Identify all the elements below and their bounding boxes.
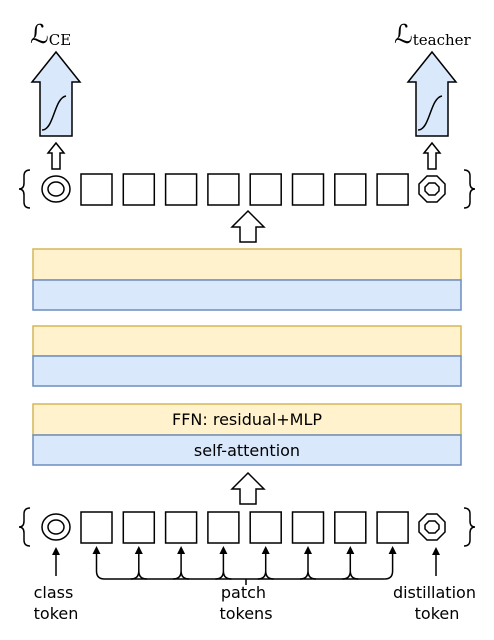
ffn-layer bbox=[32, 403, 462, 436]
softmax-head-left bbox=[30, 50, 82, 137]
patch-arrow-branch bbox=[130, 551, 147, 580]
patch-token bbox=[80, 511, 113, 544]
patch-arrow-branch bbox=[299, 551, 317, 580]
patch-token bbox=[207, 173, 240, 206]
class-token-input bbox=[41, 513, 71, 541]
patch-arrow-head bbox=[92, 546, 101, 554]
patch-token bbox=[164, 173, 198, 206]
patch-arrow-branch bbox=[342, 551, 359, 580]
patch-token bbox=[122, 511, 156, 544]
transformer-block-2 bbox=[32, 325, 462, 387]
patch-token bbox=[80, 173, 113, 206]
patch-token bbox=[291, 173, 325, 206]
patch-arrow-branch bbox=[384, 551, 394, 580]
distillation-token-output bbox=[418, 175, 446, 203]
patch-arrow-branch bbox=[173, 551, 190, 580]
output-token-row bbox=[18, 169, 476, 209]
attention-layer bbox=[32, 355, 462, 387]
patch-token bbox=[249, 173, 282, 206]
ffn-layer bbox=[32, 325, 462, 357]
patch-token-arrows bbox=[92, 546, 397, 585]
attention-layer bbox=[32, 434, 462, 466]
patch-arrow-head bbox=[304, 546, 312, 554]
patch-token bbox=[207, 511, 240, 544]
patch-arrow-head bbox=[388, 546, 397, 554]
loss-teacher-label: ℒteacher bbox=[394, 20, 472, 50]
ffn-label: FFN: residual+MLP bbox=[172, 410, 322, 429]
patch-token bbox=[122, 173, 156, 206]
attention-label: self-attention bbox=[194, 441, 300, 460]
transformer-block-3 bbox=[32, 248, 462, 311]
distillation-token-label: distillation token bbox=[393, 583, 481, 623]
up-arrow-right bbox=[422, 141, 442, 170]
patch-token bbox=[334, 173, 367, 206]
patch-token bbox=[376, 173, 409, 206]
class-token-label: class token bbox=[34, 583, 79, 623]
softmax-head-right bbox=[406, 50, 458, 137]
patch-arrow-branch bbox=[215, 551, 232, 580]
up-arrow-output bbox=[230, 209, 266, 243]
patch-token bbox=[334, 511, 367, 544]
sigmoid-icon bbox=[41, 95, 67, 131]
distillation-token-arrow bbox=[432, 547, 440, 576]
loss-ce-label: ℒCE bbox=[30, 20, 71, 50]
class-token-arrow bbox=[52, 547, 60, 576]
class-token-output bbox=[41, 175, 71, 203]
patch-arrow-head bbox=[219, 546, 228, 554]
patch-token bbox=[164, 511, 198, 544]
patch-arrow-branch bbox=[257, 551, 274, 580]
patch-token bbox=[291, 511, 325, 544]
patch-token bbox=[376, 511, 409, 544]
distillation-token-input bbox=[418, 513, 446, 541]
ffn-layer bbox=[32, 248, 462, 281]
patch-tokens-label: patch tokens bbox=[219, 583, 272, 623]
patch-arrow-branch bbox=[95, 551, 105, 580]
attention-layer bbox=[32, 279, 462, 311]
patch-arrow-head bbox=[261, 546, 270, 554]
patch-arrow-head bbox=[134, 546, 143, 554]
transformer-block-1: FFN: residual+MLP self-attention bbox=[32, 403, 462, 466]
patch-arrow-head bbox=[177, 546, 186, 554]
up-arrow-left bbox=[46, 141, 66, 170]
input-token-row bbox=[18, 507, 476, 547]
patch-arrow-head bbox=[346, 546, 355, 554]
patch-token bbox=[249, 511, 282, 544]
sigmoid-icon bbox=[417, 95, 443, 131]
up-arrow-input bbox=[230, 471, 266, 505]
